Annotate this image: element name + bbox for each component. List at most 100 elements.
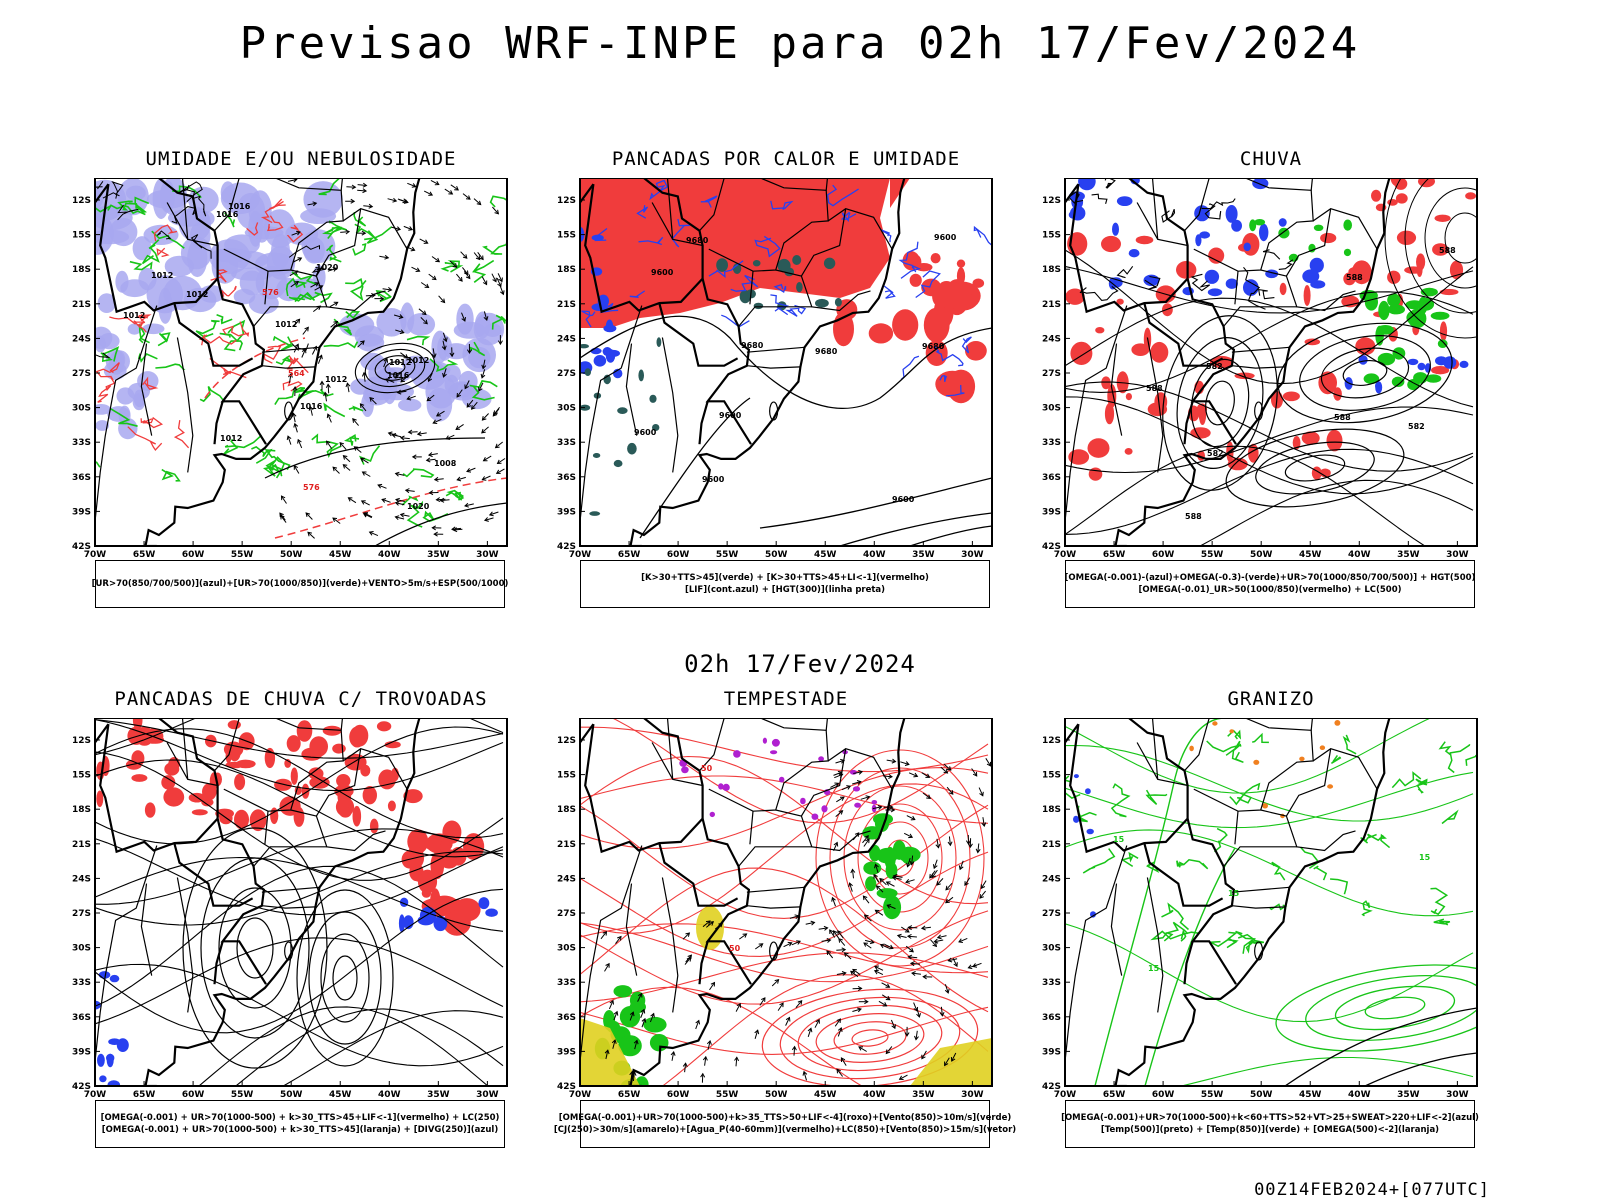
country-border (658, 842, 739, 907)
state-border (746, 886, 805, 893)
lon-tick-label: 45W (1299, 1090, 1322, 1100)
contour-label: 1016 (387, 371, 410, 380)
state-border (253, 846, 327, 867)
contour-label: 1012 (220, 434, 242, 443)
lat-tick-label: 33S (1042, 978, 1061, 988)
lat-tick-label: 30S (557, 404, 576, 414)
state-border (1231, 365, 1286, 369)
contour-label: 9600 (719, 411, 742, 420)
contour-label: 9680 (922, 342, 945, 351)
panel-title: CHUVA (1239, 148, 1303, 170)
country-border (1127, 718, 1189, 819)
lon-tick-label: 45W (329, 550, 352, 560)
lat-tick-label: 21S (557, 300, 576, 310)
lat-tick-label: 12S (557, 196, 576, 206)
lat-tick-label: 27S (1042, 369, 1061, 379)
lon-tick-label: 55W (716, 550, 739, 560)
lat-tick-label: 21S (1042, 840, 1061, 850)
country-border (216, 818, 267, 985)
lon-tick-label: 60W (1152, 550, 1175, 560)
contour-label: 15 (1148, 964, 1160, 973)
lat-tick-label: 15S (557, 771, 576, 781)
lon-tick-label: 35W (912, 550, 935, 560)
country-border (99, 183, 219, 314)
lon-tick-label: 70W (569, 1090, 592, 1100)
coastline (1114, 178, 1391, 546)
state-border (1110, 883, 1123, 976)
state-border (1146, 877, 1164, 1013)
state-border (825, 718, 829, 731)
lat-tick-label: 12S (557, 736, 576, 746)
state-border (1231, 905, 1286, 909)
lat-tick-label: 36S (557, 1013, 576, 1023)
contour-label: 9680 (815, 347, 838, 356)
lon-tick-label: 40W (863, 550, 886, 560)
lon-tick-label: 70W (569, 550, 592, 560)
panel-4: PANCADAS DE CHUVA C/ TROVOADAS 12S 15S 18S 2… (72, 688, 575, 1158)
lat-tick-label: 18S (1042, 805, 1061, 815)
country-border (95, 183, 110, 204)
legend-line: [CJ(250)>30m/s](amarelo)+[Agua_P(40-60mm… (553, 1125, 1017, 1135)
state-border (746, 346, 805, 353)
country-border (1186, 818, 1237, 985)
lat-tick-label: 12S (72, 736, 91, 746)
lat-tick-label: 36S (1042, 473, 1061, 483)
legend-line: [OMEGA(-0.001)+UR>70(1000-500)+k>35_TTS>… (558, 1113, 1012, 1123)
lat-tick-label: 15S (557, 231, 576, 241)
lat-tick-label: 12S (1042, 736, 1061, 746)
lat-tick-label: 27S (1042, 909, 1061, 919)
panel-3: CHUVA 588 588 582 582 582 588 588 588 12S 15S 18S 21… (1042, 148, 1545, 618)
country-border (213, 941, 224, 985)
lat-tick-label: 30S (1042, 404, 1061, 414)
country-border (701, 818, 752, 985)
country-border (698, 941, 709, 985)
state-border (1184, 718, 1210, 772)
coastline (144, 718, 421, 1086)
country-border (584, 723, 704, 854)
state-border (1310, 178, 1314, 191)
contour-label: 9680 (686, 236, 709, 245)
contour-label: 15 (1113, 835, 1125, 844)
lon-tick-label: 65W (1103, 1090, 1126, 1100)
lon-tick-label: 60W (1152, 1090, 1175, 1100)
state-border (1285, 275, 1356, 312)
state-border (261, 886, 320, 893)
lat-tick-label: 18S (1042, 265, 1061, 275)
coastline (629, 178, 906, 546)
lat-tick-label: 27S (557, 369, 576, 379)
contour-label: 9600 (651, 268, 674, 277)
country-border (1127, 178, 1189, 279)
state-border (340, 718, 344, 731)
state-border (176, 337, 194, 473)
state-border (666, 718, 674, 780)
lat-tick-label: 15S (1042, 771, 1061, 781)
lon-tick-label: 40W (1348, 1090, 1371, 1100)
lat-tick-label: 42S (72, 1082, 91, 1092)
country-border (1143, 842, 1224, 907)
state-border (661, 337, 679, 473)
contour-label: 50 (729, 944, 741, 953)
lat-tick-label: 30S (557, 944, 576, 954)
state-border (1065, 845, 1128, 1062)
lon-tick-label: 50W (280, 1090, 303, 1100)
lon-tick-label: 35W (427, 550, 450, 560)
lon-tick-label: 40W (863, 1090, 886, 1100)
lat-tick-label: 39S (557, 1047, 576, 1057)
country-border (658, 302, 739, 367)
state-border (315, 815, 386, 852)
legend-line: [OMEGA(-0.001)+UR>70(1000-500)+k<60+TTS>… (1061, 1113, 1479, 1123)
lat-tick-label: 39S (557, 507, 576, 517)
state-border (749, 811, 754, 845)
map-plot: 9680 9680 9680 9600 9600 9600 9680 9600 9600 9600… (557, 178, 993, 560)
legend-line: [OMEGA(-0.001)-(azul)+OMEGA(-0.3)-(verde… (1064, 573, 1476, 583)
lat-tick-label: 27S (72, 909, 91, 919)
lat-tick-label: 30S (72, 404, 91, 414)
lon-tick-label: 65W (133, 550, 156, 560)
lat-tick-label: 42S (557, 542, 576, 552)
lat-tick-label: 33S (1042, 438, 1061, 448)
country-border (642, 178, 704, 279)
state-border (746, 905, 801, 909)
state-border (775, 748, 847, 817)
state-border (140, 883, 153, 976)
lon-tick-label: 45W (814, 550, 837, 560)
